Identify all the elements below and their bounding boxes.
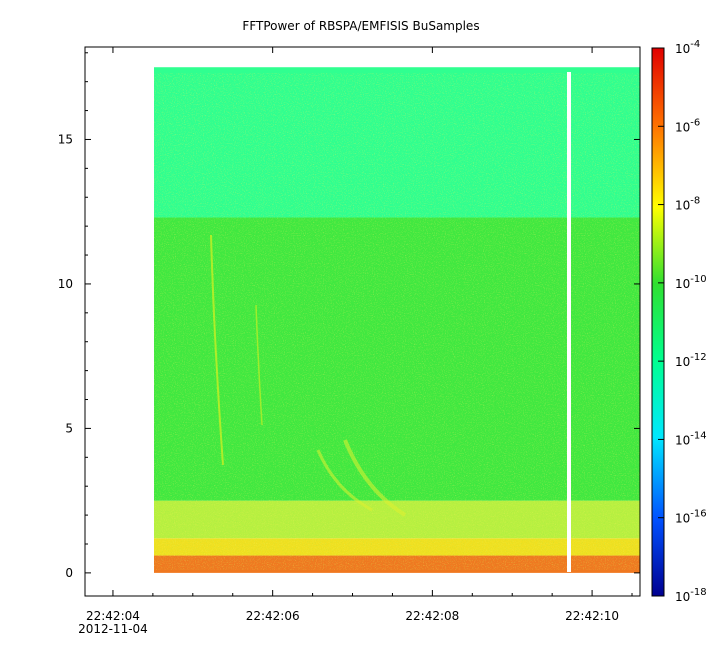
chorus-arc-1: [316, 449, 373, 512]
x-tick-label: 22:42:06: [246, 609, 300, 623]
x-tick-label: 22:42:04: [86, 609, 140, 623]
colorbar-tick-label: 10-10: [675, 274, 707, 291]
colorbar-tick-label: 10-16: [675, 509, 707, 526]
y-tick-label: 5: [65, 421, 73, 435]
colorbar-gradient: [652, 48, 664, 596]
x-tick-label: 22:42:10: [565, 609, 619, 623]
colorbar-ticks: 10-4 10-6 10-8 10-10 10-12 10-14 10-16 10-18: [658, 39, 707, 604]
chorus-streak-2: [255, 304, 263, 426]
chart-title: FFTPower of RBSPA/EMFISIS BuSamples: [242, 19, 479, 33]
wave-features: [210, 234, 407, 517]
x-tick-label: 22:42:08: [405, 609, 459, 623]
colorbar-tick-label: 10-6: [675, 117, 700, 134]
colorbar-tick-label: 10-18: [675, 587, 707, 604]
colorbar-tick-label: 10-4: [675, 39, 700, 56]
plot-area: [84, 46, 641, 597]
data-gap: [567, 72, 571, 572]
colorbar-tick-label: 10-12: [675, 352, 707, 369]
colorbar-tick-label: 10-14: [675, 430, 707, 447]
y-axis: 0 5 10 15: [58, 52, 640, 580]
chorus-arc-2: [343, 439, 407, 517]
chorus-streak-1: [210, 234, 224, 466]
y-tick-label: 10: [58, 277, 73, 291]
x-tick-date-label: 2012-11-04: [78, 622, 148, 636]
plot-frame: [84, 46, 641, 597]
y-tick-label: 0: [65, 566, 73, 580]
colorbar: 10-4 10-6 10-8 10-10 10-12 10-14 10-16 10-18: [651, 39, 707, 604]
y-tick-label: 15: [58, 132, 73, 146]
colorbar-tick-label: 10-8: [675, 196, 700, 213]
spectrogram-texture-dark: [154, 73, 640, 570]
